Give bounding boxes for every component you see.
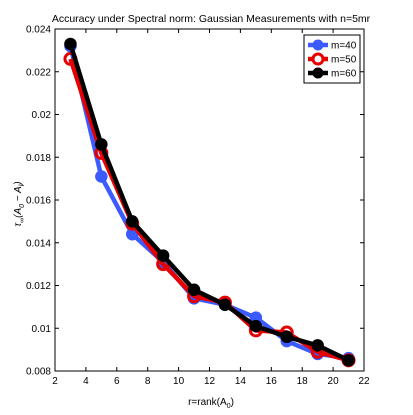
x-tick-label: 16: [266, 376, 278, 387]
series-layer: [63, 37, 356, 368]
y-tick-label: 0.02: [32, 110, 52, 121]
plot-area: [54, 28, 365, 372]
data-point: [311, 339, 324, 352]
y-axis-label: τ∞(A0 − Al): [13, 181, 26, 226]
x-tick-label: 22: [358, 376, 370, 387]
y-tick-label: 0.008: [26, 367, 51, 378]
legend-item: m=50: [308, 52, 357, 66]
x-tick-label: 4: [83, 376, 89, 387]
legend-swatch-marker: [311, 52, 325, 66]
data-point: [156, 249, 170, 262]
y-axis: 0.008 0.01 0.012 0.014 0.016 0.018 0.02 0.022 0.…: [26, 25, 364, 378]
x-tick-label: 14: [235, 376, 247, 387]
data-point: [218, 298, 232, 311]
x-axis-label: r=rank(A0): [188, 397, 234, 410]
legend-label: m=40: [331, 41, 357, 52]
series-line: [68, 43, 350, 363]
y-tick-label: 0.018: [26, 153, 51, 164]
data-point: [95, 170, 108, 183]
legend-item: m=40: [308, 39, 357, 52]
y-tick-label: 0.014: [26, 238, 51, 249]
legend-swatch-marker: [312, 39, 324, 51]
y-tick-label: 0.016: [26, 196, 51, 207]
legend-label: m=60: [331, 69, 357, 80]
data-point: [249, 319, 263, 333]
chart-title: Accuracy under Spectral norm: Gaussian M…: [52, 13, 371, 25]
legend-item: m=60: [308, 67, 357, 80]
data-point: [342, 354, 355, 367]
x-tick-label: 12: [204, 376, 216, 387]
y-tick-label: 0.022: [26, 67, 51, 78]
legend-label: m=50: [331, 55, 357, 66]
legend-swatch-marker: [312, 67, 324, 79]
data-point: [95, 138, 108, 151]
y-tick-label: 0.024: [26, 25, 51, 36]
x-tick-label: 20: [328, 376, 340, 387]
series-m-60: [64, 37, 355, 367]
x-tick-label: 10: [173, 376, 185, 387]
data-point: [280, 330, 293, 344]
x-tick-label: 18: [297, 376, 309, 387]
data-point: [64, 37, 77, 51]
x-tick-label: 8: [145, 376, 151, 387]
x-axis: 2 4 6 8 10 12 14 16 18 20 22: [52, 29, 370, 387]
data-point: [187, 283, 201, 297]
data-point: [126, 215, 139, 228]
plot-frame: [54, 28, 365, 372]
x-tick-label: 6: [114, 376, 120, 387]
x-tick-label: 2: [52, 376, 58, 387]
y-tick-label: 0.012: [26, 281, 51, 292]
y-tick-label: 0.01: [32, 324, 52, 335]
legend: m=40 m=50 m=60: [303, 34, 361, 84]
